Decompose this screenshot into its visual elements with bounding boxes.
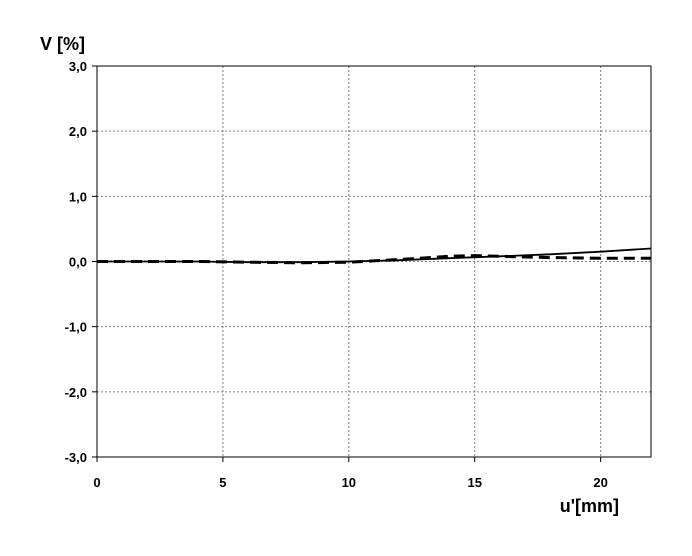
x-tick-label: 10 — [342, 475, 356, 490]
x-tick-label: 0 — [93, 475, 100, 490]
x-axis-title: u'[mm] — [560, 496, 619, 516]
y-tick-label: 0,0 — [69, 255, 87, 270]
y-tick-label: 3,0 — [69, 59, 87, 74]
y-tick-label: 1,0 — [69, 189, 87, 204]
y-axis-title: V [%] — [40, 34, 85, 54]
y-tick-label: -1,0 — [65, 320, 87, 335]
series-group — [97, 247, 652, 265]
tick-labels: 0 5 10 15 20 3,0 2,0 1,0 0,0 -1,0 -2,0 -3,0 — [65, 59, 608, 490]
x-tick-label: 15 — [467, 475, 481, 490]
y-tick-label: -2,0 — [65, 385, 87, 400]
x-tick-label: 20 — [593, 475, 607, 490]
y-tick-label: 2,0 — [69, 124, 87, 139]
x-tick-label: 5 — [219, 475, 226, 490]
y-tick-label: -3,0 — [65, 450, 87, 465]
